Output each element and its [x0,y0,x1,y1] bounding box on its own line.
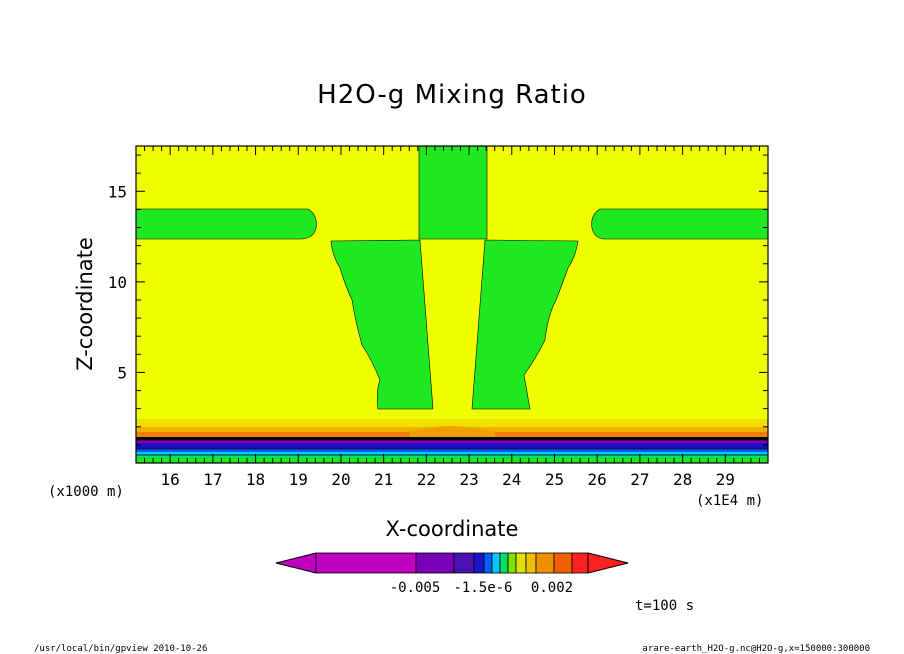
x-tick-label-28: 28 [673,470,692,489]
y-tick-label-10: 10 [108,273,127,292]
colorbar-segment [507,552,517,574]
colorbar-segment [453,552,475,574]
x-tick-label-27: 27 [630,470,649,489]
x-tick-label-21: 21 [374,470,393,489]
x-tick-label-19: 19 [289,470,308,489]
colorbar-segment [525,552,537,574]
colorbar-label-0: -0.005 [390,580,441,596]
y-tick-label-5: 5 [117,363,127,382]
x-unit-label: (x1E4 m) [696,493,763,509]
footer-right: arare-earth_H2O-g.nc@H2O-g,x=150000:3000… [642,644,870,654]
colorbar-label-1: -1.5e-6 [453,580,512,596]
colorbar-segment [491,552,501,574]
plume-regions [135,145,769,410]
colorbar-segment [315,552,417,574]
colorbar [275,552,629,574]
x-tick-label-23: 23 [459,470,478,489]
y-axis-label: Z-coordinate [73,237,97,371]
colorbar-segment [483,552,493,574]
x-tick-label-17: 17 [203,470,222,489]
surface-layers [136,419,768,463]
x-tick-label-22: 22 [417,470,436,489]
y-unit-label: (x1000 m) [48,484,124,500]
x-tick-label-24: 24 [502,470,521,489]
footer-left: /usr/local/bin/gpview 2010-10-26 [34,644,207,654]
colorbar-segment [473,552,485,574]
colorbar-labels: -0.005 -1.5e-6 0.002 [390,580,573,596]
x-tick-label-26: 26 [588,470,607,489]
y-axis-ticks: 5 10 15 [108,154,768,464]
x-tick-label-18: 18 [246,470,265,489]
colorbar-high-arrow [587,552,629,574]
y-tick-label-15: 15 [108,182,127,201]
colorbar-segment [499,552,509,574]
plume-center-top [418,145,488,240]
colorbar-segment [553,552,573,574]
chart-title: H2O-g Mixing Ratio [317,80,587,110]
colorbar-segment [415,552,455,574]
plume-left-column [330,239,434,410]
x-axis-ticks: 16 17 18 19 20 21 22 23 24 25 26 27 28 29 [135,146,769,489]
colorbar-segment [535,552,555,574]
x-tick-label-29: 29 [716,470,735,489]
plume-left-arm [135,208,317,240]
plume-right-column [471,239,579,410]
x-axis-label: X-coordinate [386,517,519,541]
x-tick-label-25: 25 [545,470,564,489]
colorbar-segment [571,552,589,574]
colorbar-label-2: 0.002 [531,580,573,596]
colorbar-segment [515,552,527,574]
x-tick-label-16: 16 [161,470,180,489]
x-tick-label-20: 20 [331,470,350,489]
plume-right-arm [591,208,769,240]
time-label: t=100 s [635,598,694,614]
colorbar-low-arrow [275,552,317,574]
